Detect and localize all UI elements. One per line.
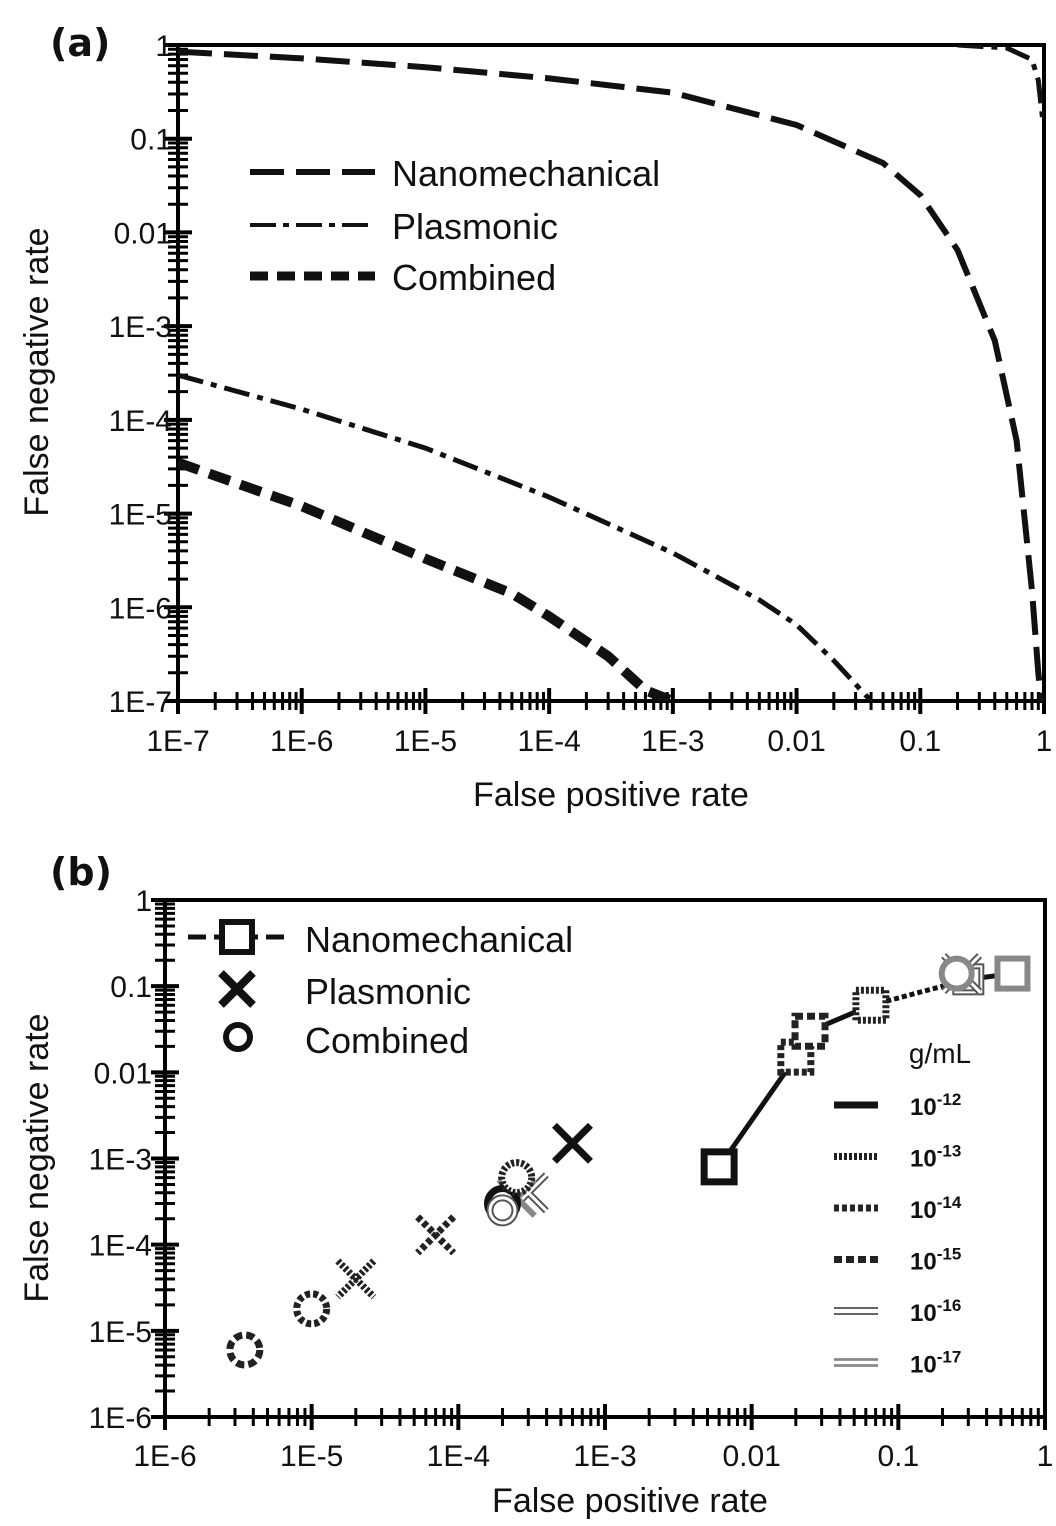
y-tick-label: 0.01: [114, 217, 172, 250]
x-tick-label: 1E-7: [146, 725, 209, 758]
y-tick-label: 1E-4: [109, 405, 172, 438]
y-tick-label: 0.1: [130, 124, 172, 157]
panel-a-curves: [178, 45, 1042, 701]
x-tick-label: 0.1: [877, 1440, 919, 1473]
conc-label: 10-15: [910, 1245, 961, 1276]
y-tick-label: 1E-3: [89, 1144, 152, 1177]
y-tick-label: 1E-5: [89, 1316, 152, 1349]
conc-legend-entries: 10-1210-1310-1410-1510-1610-17: [834, 1090, 962, 1379]
curve-plasmonic: [178, 375, 871, 701]
curve-nanomechanical: [178, 52, 1042, 701]
panel-a-legend: Nanomechanical Plasmonic Combined: [250, 153, 660, 298]
conc-base: 10: [910, 1146, 937, 1173]
plasmonic-marker: [554, 1125, 590, 1161]
panel-b-concentration-legend: g/mL 10-1210-1310-1410-1510-1610-17: [834, 1038, 971, 1379]
plasmonic-marker: [338, 1261, 374, 1297]
x-tick-label: 0.01: [767, 725, 825, 758]
legend-b-x-marker: [221, 973, 253, 1005]
x-tick-label: 0.01: [722, 1440, 780, 1473]
panel-a-roc-curves: (a) 1E-71E-61E-51E-41E-30.010.11 1E-71E-…: [18, 21, 1052, 814]
x-tick-label: 1E-5: [394, 725, 457, 758]
y-tick-label: 0.01: [94, 1057, 152, 1090]
nanomechanical-marker: [704, 1152, 734, 1182]
legend-b-plasmonic-label: Plasmonic: [305, 971, 471, 1012]
conc-legend-title: g/mL: [909, 1038, 971, 1069]
y-tick-label: 1E-7: [109, 686, 172, 719]
x-tick-label: 1: [1037, 1440, 1054, 1473]
conc-exponent: -13: [937, 1142, 962, 1161]
conc-label: 10-16: [910, 1296, 961, 1327]
panel-a-label: (a): [50, 21, 110, 65]
panel-a-plot-frame: [178, 45, 1044, 701]
combined-marker: [502, 1163, 532, 1193]
y-tick-label: 1E-6: [89, 1402, 152, 1435]
conc-exponent: -15: [937, 1245, 962, 1264]
conc-label: 10-14: [910, 1193, 962, 1224]
panel-b-y-axis-title: False negative rate: [18, 1013, 56, 1302]
panel-b-markers: [230, 956, 1028, 1365]
conc-label: 10-12: [910, 1090, 961, 1121]
y-tick-label: 1: [135, 885, 152, 918]
x-tick-label: 0.1: [899, 725, 941, 758]
panel-b-label: (b): [50, 850, 112, 894]
combined-marker: [230, 1335, 260, 1365]
y-tick-label: 1E-5: [109, 499, 172, 532]
x-tick-label: 1E-5: [280, 1440, 343, 1473]
conc-exponent: -17: [937, 1348, 962, 1367]
legend-b-combined-label: Combined: [305, 1020, 469, 1061]
x-tick-label: 1E-4: [517, 725, 580, 758]
y-tick-label: 1E-6: [109, 592, 172, 625]
x-tick-label: 1: [1036, 725, 1053, 758]
panel-a-y-tick-labels: 1E-7 1E-6 1E-5 1E-4 1E-3 0.01 0.1 1: [109, 30, 172, 719]
conc-exponent: -16: [937, 1296, 962, 1315]
panel-a-x-axis-title: False positive rate: [473, 776, 749, 814]
curve-plasmonic: [958, 45, 1043, 117]
x-tick-label: 1E-6: [133, 1440, 196, 1473]
conc-label: 10-13: [910, 1142, 961, 1173]
panel-b-operating-points: (b) 1E-61E-51E-41E-30.010.11 1E-61E-51E-…: [18, 850, 1053, 1520]
conc-base: 10: [910, 1094, 937, 1121]
panel-a-x-tick-labels: 1E-7 1E-6 1E-5 1E-4 1E-3 0.01 0.1 1: [146, 725, 1052, 758]
panel-b-x-axis-title: False positive rate: [492, 1482, 768, 1520]
nanomechanical-marker: [856, 990, 886, 1020]
legend-b-square-marker: [222, 922, 252, 952]
plasmonic-marker: [418, 1217, 454, 1253]
conc-base: 10: [910, 1249, 937, 1276]
conc-exponent: -14: [937, 1193, 962, 1212]
curve-combined: [178, 463, 673, 701]
y-tick-label: 1E-4: [89, 1230, 152, 1263]
panel-a-y-axis-title: False negative rate: [18, 227, 56, 516]
legend-a-nanomechanical-label: Nanomechanical: [392, 153, 660, 194]
conc-exponent: -12: [937, 1090, 962, 1109]
combined-marker: [297, 1294, 327, 1324]
conc-label: 10-17: [910, 1348, 961, 1379]
nanomechanical-marker: [997, 959, 1027, 989]
y-tick-label: 0.1: [110, 971, 152, 1004]
combined-marker: [942, 959, 972, 989]
panel-a-ticks: [164, 45, 1044, 714]
x-tick-label: 1E-4: [427, 1440, 490, 1473]
panel-b-x-tick-labels: 1E-6 1E-5 1E-4 1E-3 0.01 0.1 1: [133, 1440, 1053, 1473]
y-tick-label: 1: [155, 30, 172, 63]
conc-base: 10: [910, 1352, 937, 1379]
conc-base: 10: [910, 1300, 937, 1327]
legend-b-nanomechanical-label: Nanomechanical: [305, 919, 573, 960]
nanomechanical-marker: [795, 1016, 825, 1046]
panel-b-y-tick-labels: 1E-6 1E-5 1E-4 1E-3 0.01 0.1 1: [89, 885, 152, 1435]
y-tick-label: 1E-3: [109, 311, 172, 344]
legend-b-circle-marker: [226, 1025, 250, 1049]
x-tick-label: 1E-3: [573, 1440, 636, 1473]
legend-a-plasmonic-label: Plasmonic: [392, 206, 558, 247]
legend-a-combined-label: Combined: [392, 257, 556, 298]
conc-base: 10: [910, 1197, 937, 1224]
panel-b-legend: Nanomechanical Plasmonic Combined: [188, 919, 573, 1061]
x-tick-label: 1E-6: [270, 725, 333, 758]
x-tick-label: 1E-3: [641, 725, 704, 758]
